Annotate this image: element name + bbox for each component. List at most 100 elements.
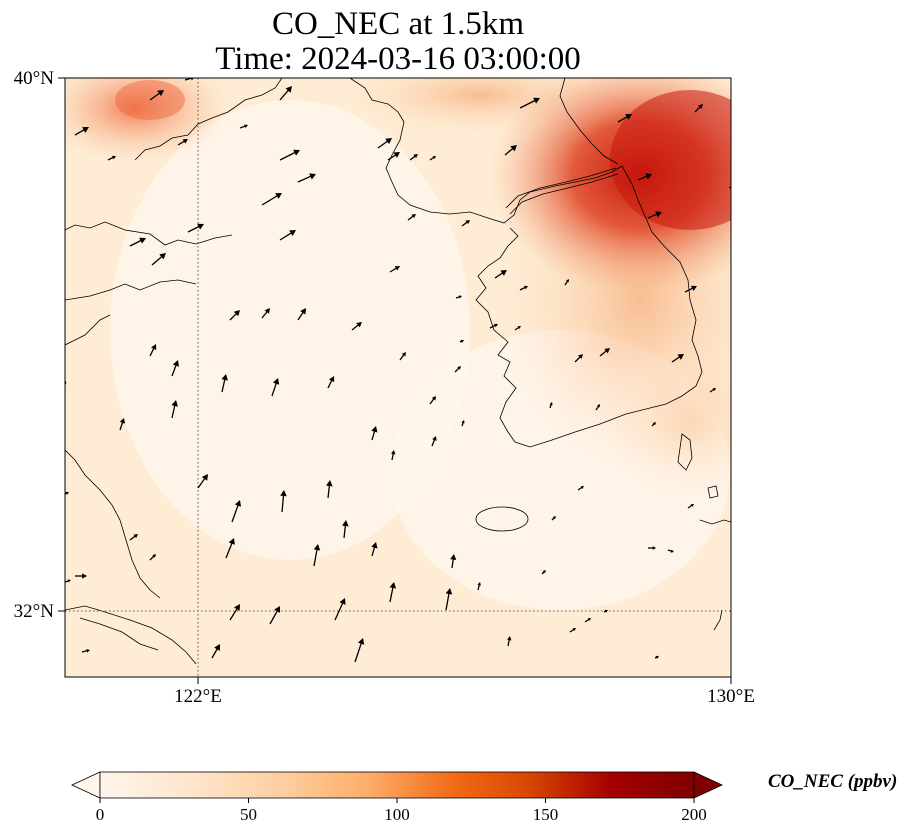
wind-arrow-shaft <box>279 88 291 101</box>
wind-arrow-shaft <box>225 541 234 559</box>
wind-arrow-head <box>328 376 335 383</box>
wind-arrow-head <box>477 582 481 586</box>
wind-arrow-head <box>690 504 694 508</box>
wind-arrow-shaft <box>389 585 394 603</box>
wind-arrow-head <box>645 173 652 180</box>
wind-arrow-head <box>293 149 300 156</box>
wind-arrow-head <box>244 124 248 128</box>
wind-arrow-head <box>171 400 178 407</box>
wind-arrow-head <box>510 145 517 152</box>
wind-arrow-head <box>393 152 400 158</box>
wind-arrow-shaft <box>221 377 226 393</box>
wind-arrow-head <box>712 388 716 392</box>
lon-label-122e: 122°E <box>174 686 222 707</box>
wind-arrow-head <box>182 139 188 144</box>
wind-arrow-head <box>139 237 146 244</box>
wind-arrow-shaft <box>313 547 318 567</box>
wind-arrow-head <box>274 606 280 613</box>
colorbar: 0 50 100 150 200 CO_NEC (ppbv) <box>71 771 897 824</box>
wind-arrow-head <box>264 308 270 314</box>
wind-arrow-head <box>285 86 292 93</box>
wind-arrow-head <box>309 173 316 180</box>
wind-arrow-head <box>578 354 583 359</box>
wind-arrow-head <box>157 90 164 97</box>
wind-arrow-shaft <box>261 194 280 206</box>
wind-arrow-head <box>655 655 659 659</box>
wind-arrow-head <box>275 193 282 199</box>
map-frame <box>64 77 732 678</box>
wind-arrow-head <box>670 549 674 553</box>
colorbar-max-extend <box>693 771 723 799</box>
wind-arrow-shaft <box>334 601 345 621</box>
wind-arrow-head <box>604 609 608 613</box>
wind-arrow-head <box>389 582 397 589</box>
wind-arrow-head <box>542 570 546 574</box>
wind-arrow-head <box>572 628 576 632</box>
wind-arrow-head <box>371 426 378 433</box>
wind-arrow-head <box>698 104 703 109</box>
wind-arrow-head <box>517 326 521 330</box>
wind-arrow-head <box>690 285 697 292</box>
colorbar-tick-label: 0 <box>96 805 105 824</box>
wind-arrow-head <box>159 253 166 260</box>
wind-arrow-head <box>280 490 287 497</box>
wind-arrow-head <box>432 436 437 441</box>
map-title: CO_NEC at 1.5km <box>271 6 525 42</box>
wind-arrow-head <box>401 352 406 357</box>
wind-arrow-head <box>431 396 436 401</box>
wind-arrow-head <box>652 546 656 550</box>
colorbar-scale <box>99 771 695 799</box>
wind-arrow-head <box>460 339 464 343</box>
wind-arrow-head <box>65 491 69 495</box>
wind-arrow-shaft <box>279 231 294 241</box>
wind-arrow-head <box>385 138 392 145</box>
wind-arrow-shaft <box>231 503 240 523</box>
wind-arrow-shaft <box>519 99 538 109</box>
map-time-subtitle: Time: 2024-03-16 03:00:00 <box>215 41 581 77</box>
wind-arrow-head <box>465 220 470 225</box>
wind-arrow-head <box>228 538 235 545</box>
wind-arrow-head <box>461 420 465 424</box>
wind-arrow-head <box>221 374 228 381</box>
wind-arrow-head <box>234 500 242 507</box>
lat-label-40n: 40°N <box>14 68 55 89</box>
wind-arrow-shaft <box>343 523 347 539</box>
wind-arrow-head <box>111 155 116 160</box>
wind-arrow-head <box>82 573 87 579</box>
wind-arrow-head <box>552 516 556 520</box>
wind-arrow-head <box>300 308 306 315</box>
co-concentration-field <box>65 78 731 677</box>
wind-arrow-head <box>500 270 507 276</box>
wind-arrow-shaft <box>445 591 450 611</box>
wind-arrow-head <box>172 360 179 367</box>
colorbar-tick-label: 100 <box>384 805 410 824</box>
wind-arrow-head <box>82 127 89 133</box>
colorbar-title: CO_NEC (ppbv) <box>768 771 897 792</box>
colorbar-tick-label: 50 <box>240 805 257 824</box>
wind-arrow-head <box>549 402 553 406</box>
wind-arrow-head <box>533 97 540 104</box>
wind-arrow-shaft <box>327 483 331 499</box>
wind-arrow-head <box>326 480 333 487</box>
wind-arrow-head <box>677 354 684 360</box>
wind-arrow-shaft <box>171 403 176 419</box>
wind-arrow-head <box>152 554 156 558</box>
wind-arrow-shaft <box>229 606 239 621</box>
wind-arrow-shaft <box>297 174 313 183</box>
wind-arrow-head <box>604 348 610 354</box>
wind-arrow-head <box>450 554 457 561</box>
wind-arrow-head <box>371 542 378 549</box>
wind-arrow-head <box>652 422 656 426</box>
wind-arrow-head <box>413 154 418 159</box>
wind-arrow-head <box>86 649 90 653</box>
wind-arrow-head <box>339 598 346 605</box>
wind-arrow-head <box>391 450 396 455</box>
wind-arrow-head <box>458 295 462 299</box>
wind-arrow-shaft <box>281 493 285 513</box>
wind-arrow-head <box>357 638 365 645</box>
wind-arrow-head <box>565 279 569 283</box>
wind-arrow-head <box>411 214 416 219</box>
wind-arrow-head <box>272 378 280 385</box>
wind-arrow-head <box>580 486 584 490</box>
